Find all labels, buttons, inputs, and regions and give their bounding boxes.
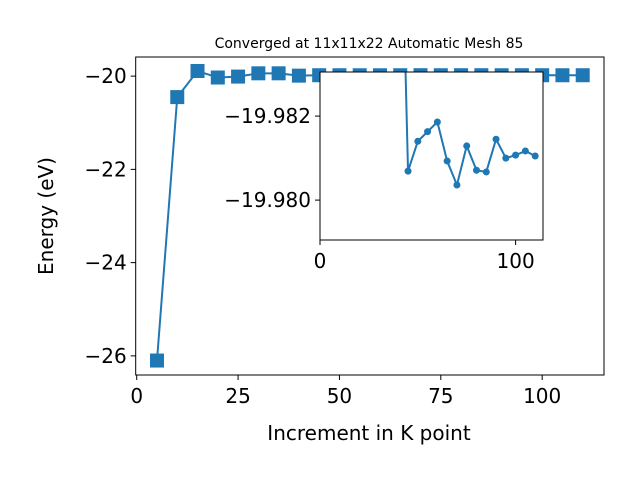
data-marker <box>210 70 225 85</box>
y-tick-label: −26 <box>84 344 126 368</box>
axes-frame <box>319 71 544 241</box>
data-marker <box>492 135 500 143</box>
y-tick-label: −19.982 <box>224 104 311 128</box>
data-marker <box>190 63 205 78</box>
y-tick-label: −19.980 <box>224 188 311 212</box>
data-marker <box>472 166 480 174</box>
axes-frame <box>135 56 605 376</box>
x-tick-label: 0 <box>314 249 327 273</box>
x-tick-label: 100 <box>497 249 535 273</box>
data-marker <box>149 353 164 368</box>
inset-chart: 0 100 −19.982 −19.980 <box>224 71 544 273</box>
data-marker <box>443 157 451 165</box>
x-tick-label: 100 <box>523 384 561 408</box>
data-marker <box>231 69 246 84</box>
data-marker <box>414 137 422 145</box>
data-marker <box>404 167 412 175</box>
data-marker <box>291 68 306 83</box>
plot-area <box>404 72 539 189</box>
data-marker <box>463 142 471 150</box>
data-marker <box>453 181 461 189</box>
data-marker <box>251 66 266 81</box>
x-tick-label: 0 <box>130 384 143 408</box>
x-tick-label: 50 <box>327 384 352 408</box>
x-tick-label: 25 <box>225 384 250 408</box>
y-tick-label: −20 <box>84 64 126 88</box>
data-marker <box>433 118 441 126</box>
y-axis-label: Energy (eV) <box>34 157 58 275</box>
data-marker <box>502 154 510 162</box>
chart-title: Converged at 11x11x22 Automatic Mesh 85 <box>215 36 524 52</box>
x-tick-label: 75 <box>428 384 453 408</box>
y-tick-label: −24 <box>84 251 126 275</box>
data-marker <box>555 68 570 83</box>
data-marker <box>424 128 432 136</box>
data-marker <box>170 90 185 105</box>
data-marker <box>482 168 490 176</box>
x-axis-label: Increment in K point <box>267 421 471 445</box>
data-marker <box>271 66 286 81</box>
data-marker <box>531 152 539 160</box>
data-marker <box>521 147 529 155</box>
data-marker <box>512 151 520 159</box>
y-tick-label: −22 <box>84 157 126 181</box>
data-marker <box>575 68 590 83</box>
